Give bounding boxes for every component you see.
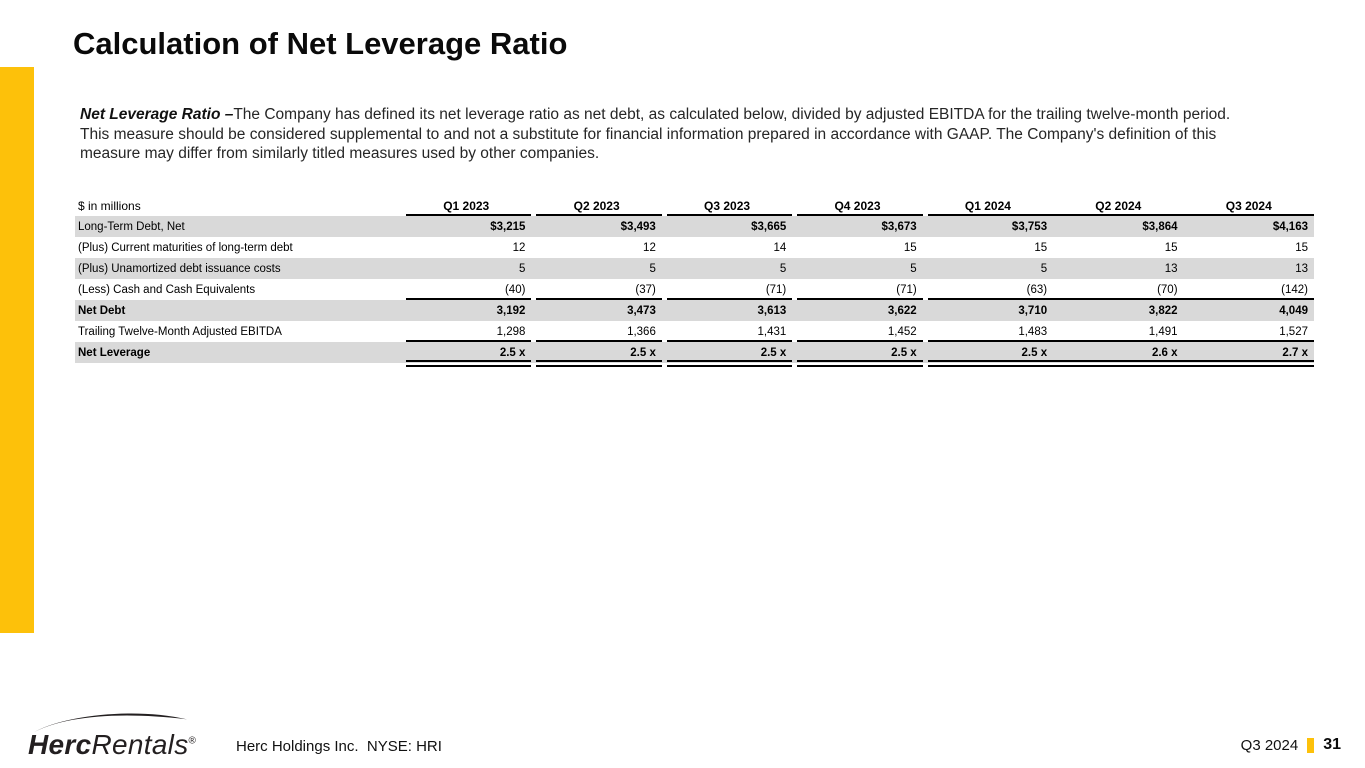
cell-value: 5	[1040, 262, 1048, 275]
cell-value: 3,192	[496, 304, 526, 317]
cell-value: 13	[1295, 262, 1308, 275]
column-header: Q1 2023	[401, 195, 532, 216]
cell-value: 15	[1034, 241, 1048, 254]
cell-value: $3,665	[751, 220, 787, 233]
cell-value: (70)	[1053, 279, 1184, 300]
cell-value: 2.5 x	[792, 342, 924, 367]
cell-value: 5	[910, 262, 917, 275]
cell-value: $3,493	[620, 220, 656, 233]
cell-value: (142)	[1183, 279, 1315, 300]
company-ticker-line: Herc Holdings Inc. NYSE: HRI	[236, 738, 442, 755]
page-number: 31	[1323, 736, 1341, 753]
cell-value: 12	[643, 241, 656, 254]
description: Net Leverage Ratio –The Company has defi…	[80, 105, 1252, 164]
net-leverage-table: $ in millions Q1 2023 Q2 2023 Q3 2023 Q4…	[75, 195, 1315, 367]
cell-value: 3,622	[887, 304, 917, 317]
cell-value: 1,366	[531, 321, 663, 342]
cell-value: 15	[903, 241, 917, 254]
cell-value: 3,710	[1018, 304, 1048, 317]
row-label: (Plus) Unamortized debt issuance costs	[78, 262, 281, 275]
logo-rentals-text: Rentals	[91, 729, 189, 760]
table-row: Trailing Twelve-Month Adjusted EBITDA 1,2…	[75, 321, 1315, 342]
cell-value: 3,613	[757, 304, 787, 317]
cell-value: 1,483	[923, 321, 1054, 342]
cell-value: 1,431	[662, 321, 793, 342]
row-label: Net Debt	[78, 304, 126, 317]
cell-value: (63)	[923, 279, 1054, 300]
accent-bar	[0, 67, 34, 633]
cell-value: $3,753	[1011, 220, 1048, 233]
row-label: Trailing Twelve-Month Adjusted EBITDA	[78, 325, 282, 338]
row-label: Net Leverage	[78, 346, 151, 359]
cell-value: 1,491	[1053, 321, 1184, 342]
footer-right: Q3 2024 31	[1241, 736, 1341, 754]
cell-value: 2.7 x	[1183, 342, 1315, 367]
row-label: (Less) Cash and Cash Equivalents	[78, 283, 256, 296]
herc-rentals-logo: HercRentals®	[28, 712, 198, 759]
cell-value: 14	[773, 241, 787, 254]
cell-value: 5	[779, 262, 787, 275]
cell-value: 5	[519, 262, 526, 275]
cell-value: $3,215	[490, 220, 526, 233]
cell-value: $3,673	[881, 220, 917, 233]
cell-value: 1,452	[792, 321, 924, 342]
table-header-row: $ in millions Q1 2023 Q2 2023 Q3 2023 Q4…	[75, 195, 1315, 216]
cell-value: 5	[649, 262, 656, 275]
row-label: (Plus) Current maturities of long-term d…	[78, 241, 293, 254]
cell-value: 15	[1295, 241, 1308, 254]
table-row: (Less) Cash and Cash Equivalents (40) (37)…	[75, 279, 1315, 300]
table-row: (Plus) Unamortized debt issuance costs 5 5…	[75, 258, 1314, 279]
cell-value: (37)	[531, 279, 663, 300]
logo-herc-text: Herc	[28, 729, 92, 760]
cell-value: (71)	[792, 279, 924, 300]
column-header: Q2 2023	[531, 195, 663, 216]
cell-value: (71)	[662, 279, 793, 300]
table-row: Net Leverage 2.5 x 2.5 x 2.5 x 2.5 x 2.5 x 2.6…	[75, 342, 1315, 367]
cell-value: 1,527	[1183, 321, 1315, 342]
cell-value: $3,864	[1142, 220, 1178, 233]
column-header: Q1 2024	[923, 195, 1054, 216]
page-marker-icon	[1307, 737, 1315, 753]
column-header: Q3 2024	[1183, 195, 1315, 216]
table-row: (Plus) Current maturities of long-term d…	[75, 237, 1314, 258]
cell-value: 1,298	[401, 321, 532, 342]
logo-wordmark: HercRentals®	[28, 731, 198, 759]
cell-value: 15	[1164, 241, 1178, 254]
cell-value: 2.6 x	[1053, 342, 1184, 367]
cell-value: 3,822	[1148, 304, 1178, 317]
cell-value: 2.5 x	[923, 342, 1054, 367]
units-label: $ in millions	[78, 198, 141, 213]
cell-value: 12	[512, 241, 526, 254]
quarter-label: Q3 2024	[1240, 736, 1299, 754]
table-row: Long-Term Debt, Net $3,215 $3,493 $3,665 $3,…	[75, 216, 1314, 237]
cell-value: (40)	[401, 279, 532, 300]
column-header: Q2 2024	[1053, 195, 1184, 216]
column-header: Q3 2023	[662, 195, 793, 216]
cell-value: 2.5 x	[401, 342, 532, 367]
registered-mark-icon: ®	[188, 735, 197, 747]
cell-value: 2.5 x	[662, 342, 793, 367]
description-body: The Company has defined its net leverage…	[80, 106, 1239, 163]
cell-value: $4,163	[1272, 220, 1308, 233]
cell-value: 3,473	[627, 304, 656, 317]
table-row: Net Debt 3,192 3,473 3,613 3,622 3,710 3,822 4,…	[75, 300, 1314, 321]
net-leverage-table-container: $ in millions Q1 2023 Q2 2023 Q3 2023 Q4…	[75, 195, 1315, 367]
description-lead: Net Leverage Ratio –	[80, 106, 234, 123]
page-title: Calculation of Net Leverage Ratio	[73, 26, 568, 61]
row-label: Long-Term Debt, Net	[78, 220, 185, 233]
cell-value: 4,049	[1279, 304, 1308, 317]
cell-value: 2.5 x	[531, 342, 663, 367]
cell-value: 13	[1164, 262, 1178, 275]
column-header: Q4 2023	[792, 195, 924, 216]
